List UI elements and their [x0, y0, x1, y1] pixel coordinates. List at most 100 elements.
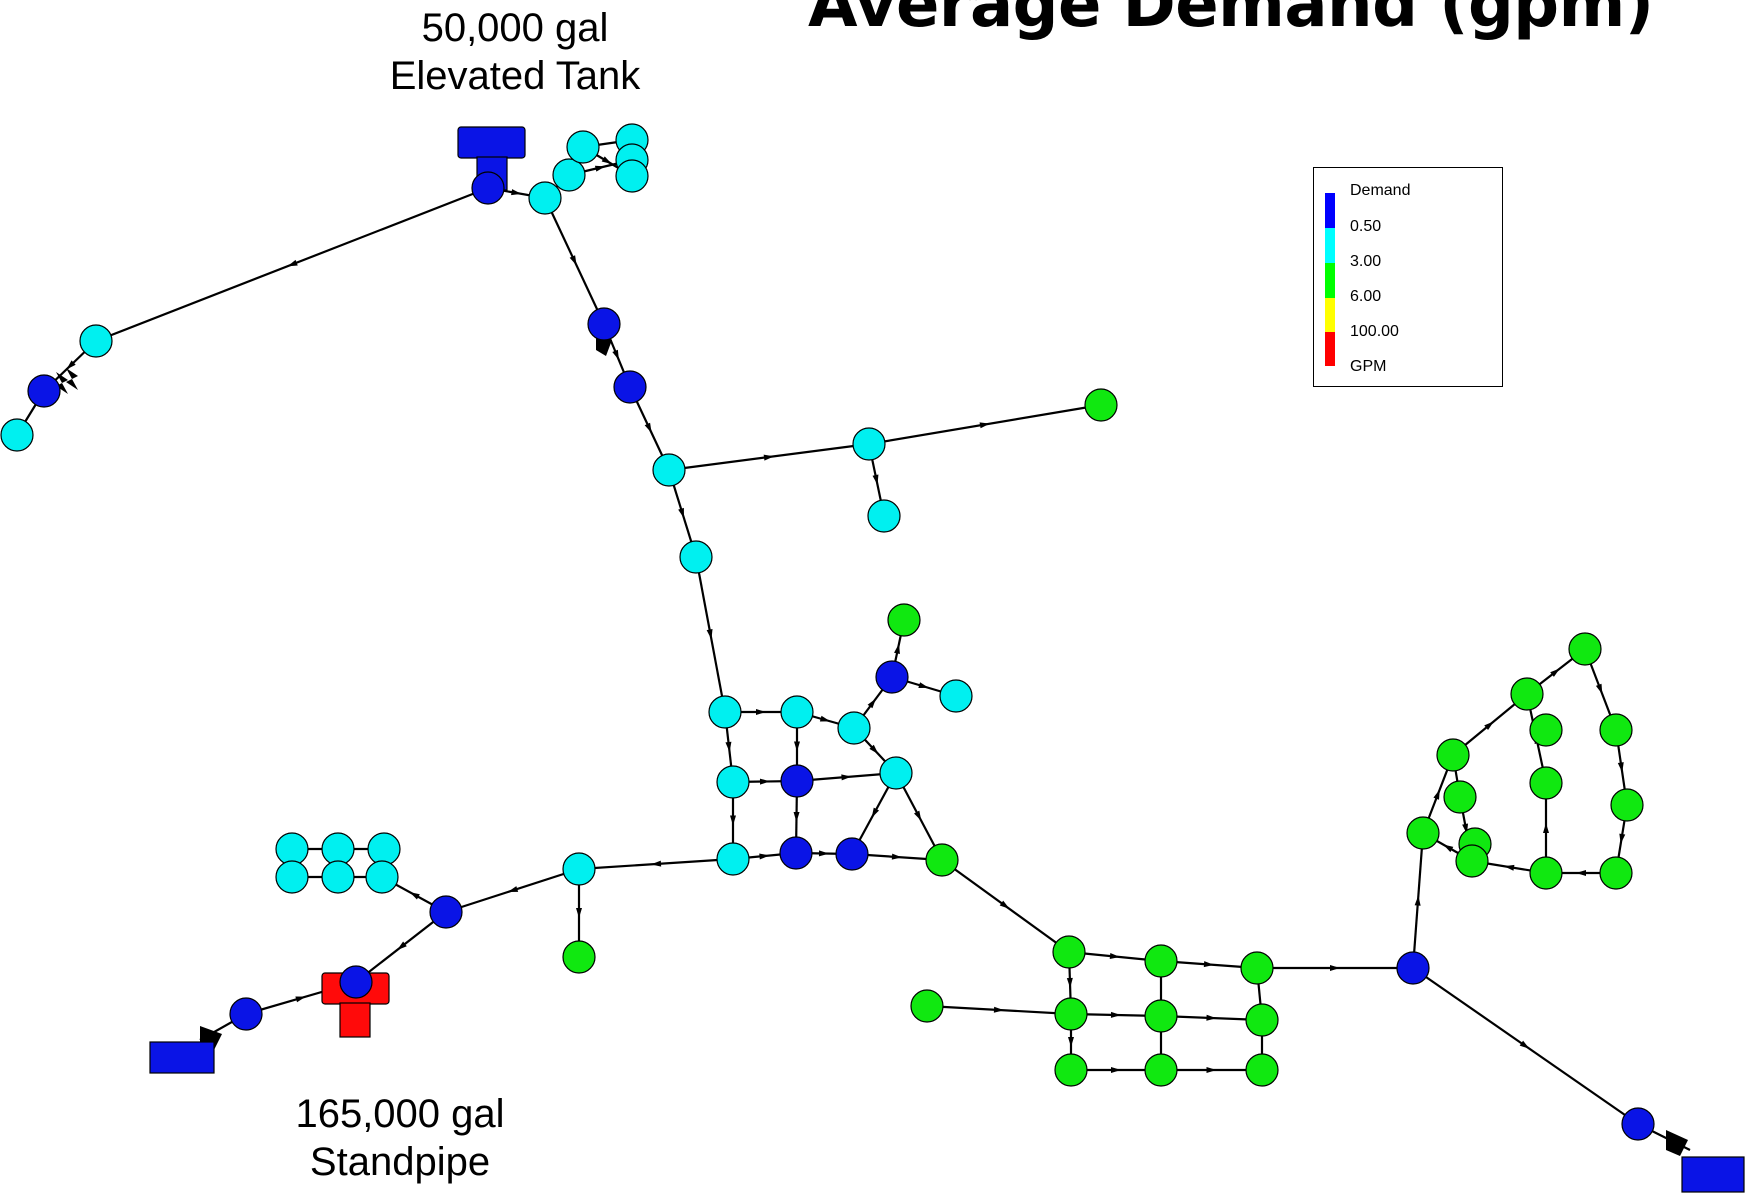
flow-arrow	[644, 422, 652, 434]
junction-c8	[79, 324, 113, 358]
flow-arrow	[894, 643, 900, 655]
junction-g56	[1455, 844, 1489, 878]
flow-arrow	[763, 454, 774, 461]
elevated-tank-capacity: 50,000 gal	[421, 6, 609, 50]
junction-c4	[566, 130, 600, 164]
junction-g48	[1144, 999, 1178, 1033]
legend-heading: Demand	[1350, 182, 1411, 199]
check-valve-icon	[56, 372, 68, 394]
flow-arrow	[678, 507, 684, 519]
junction-g44	[1240, 951, 1274, 985]
flow-arrow	[841, 774, 852, 781]
flow-arrow	[1110, 1011, 1121, 1018]
flow-arrow	[706, 629, 713, 640]
flow-arrow	[1066, 977, 1073, 988]
junction-g62	[1599, 856, 1633, 890]
junction-c16	[867, 499, 901, 533]
junction-b33	[429, 895, 463, 929]
legend-swatch-green	[1325, 263, 1335, 298]
reservoir-east	[1681, 1156, 1745, 1193]
flow-arrow	[867, 698, 876, 709]
flow-arrow	[918, 682, 929, 688]
flow-arrow	[1109, 953, 1120, 959]
flow-arrow	[1543, 823, 1549, 833]
junction-c36	[367, 832, 401, 866]
junction-b40	[339, 965, 373, 999]
junction-b11	[587, 307, 621, 341]
standpipe-name: Standpipe	[309, 1140, 491, 1184]
junction-g32	[562, 940, 596, 974]
flow-arrow	[869, 744, 879, 755]
flow-arrow	[914, 810, 922, 821]
flow-arrow	[1443, 844, 1454, 853]
elevated-tank-name: Elevated Tank	[389, 54, 641, 98]
flow-arrow	[601, 156, 612, 165]
junction-c21	[708, 695, 742, 729]
flow-arrow	[507, 886, 519, 893]
legend-swatch-cyan	[1325, 228, 1335, 263]
legend-color-ramp	[1325, 193, 1335, 366]
standpipe-capacity: 165,000 gal	[295, 1092, 505, 1136]
junction-c3	[552, 158, 586, 192]
junction-g30	[925, 843, 959, 877]
flow-arrow	[1519, 1040, 1530, 1049]
junction-b28	[779, 836, 813, 870]
flow-arrow	[576, 908, 582, 918]
flow-arrow	[651, 860, 662, 867]
junction-b41	[229, 997, 263, 1031]
junction-c37	[275, 860, 309, 894]
junction-g65	[1568, 632, 1602, 666]
flow-arrow	[993, 1006, 1004, 1013]
flow-arrow	[1484, 721, 1494, 730]
junction-g51	[1144, 1053, 1178, 1087]
junction-g50	[1054, 1053, 1088, 1087]
junction-g54	[1443, 780, 1477, 814]
junction-b66	[1621, 1107, 1655, 1141]
junction-b9	[27, 374, 61, 408]
flow-arrow	[1619, 833, 1626, 844]
flow-arrow	[1576, 870, 1586, 876]
junction-b45	[1396, 951, 1430, 985]
standpipe-label: 165,000 gal Standpipe	[250, 1090, 550, 1186]
junction-c38	[321, 860, 355, 894]
legend-units: GPM	[1350, 358, 1387, 375]
junction-c34	[275, 832, 309, 866]
junction-g15	[1084, 388, 1118, 422]
pump-icon	[1666, 1130, 1688, 1156]
flow-arrow	[1617, 762, 1624, 773]
flow-arrow	[756, 709, 766, 715]
junction-g61	[1610, 788, 1644, 822]
junction-g18	[887, 603, 921, 637]
flow-arrow	[569, 255, 577, 266]
junction-b25	[780, 764, 814, 798]
junction-c23	[837, 711, 871, 745]
elevated-tank-top	[457, 126, 526, 159]
flow-arrow	[891, 853, 902, 860]
junction-t1	[471, 171, 505, 205]
junction-g64	[1529, 856, 1563, 890]
flow-arrow	[295, 996, 306, 1003]
reservoir-west	[149, 1041, 215, 1074]
flow-arrow	[871, 807, 880, 818]
flow-arrow	[1330, 965, 1340, 971]
junction-c7	[615, 159, 649, 193]
junction-c13	[652, 453, 686, 487]
flow-arrow	[818, 850, 829, 857]
flow-arrow	[287, 259, 298, 267]
flow-arrow	[759, 778, 770, 785]
page-title: Average Demand (gpm)	[808, 0, 1654, 42]
flow-arrow	[1595, 683, 1603, 695]
flow-arrow	[1504, 864, 1515, 871]
standpipe-stem	[339, 1002, 371, 1038]
junction-b29	[835, 837, 869, 871]
legend-break-2: 3.00	[1350, 253, 1382, 270]
junction-c22	[780, 695, 814, 729]
junction-b19	[875, 660, 909, 694]
junction-g46	[910, 989, 944, 1023]
elevated-tank-label: 50,000 gal Elevated Tank	[360, 4, 670, 100]
junction-g47	[1054, 997, 1088, 1031]
junction-c24	[716, 765, 750, 799]
junction-g63	[1529, 766, 1563, 800]
